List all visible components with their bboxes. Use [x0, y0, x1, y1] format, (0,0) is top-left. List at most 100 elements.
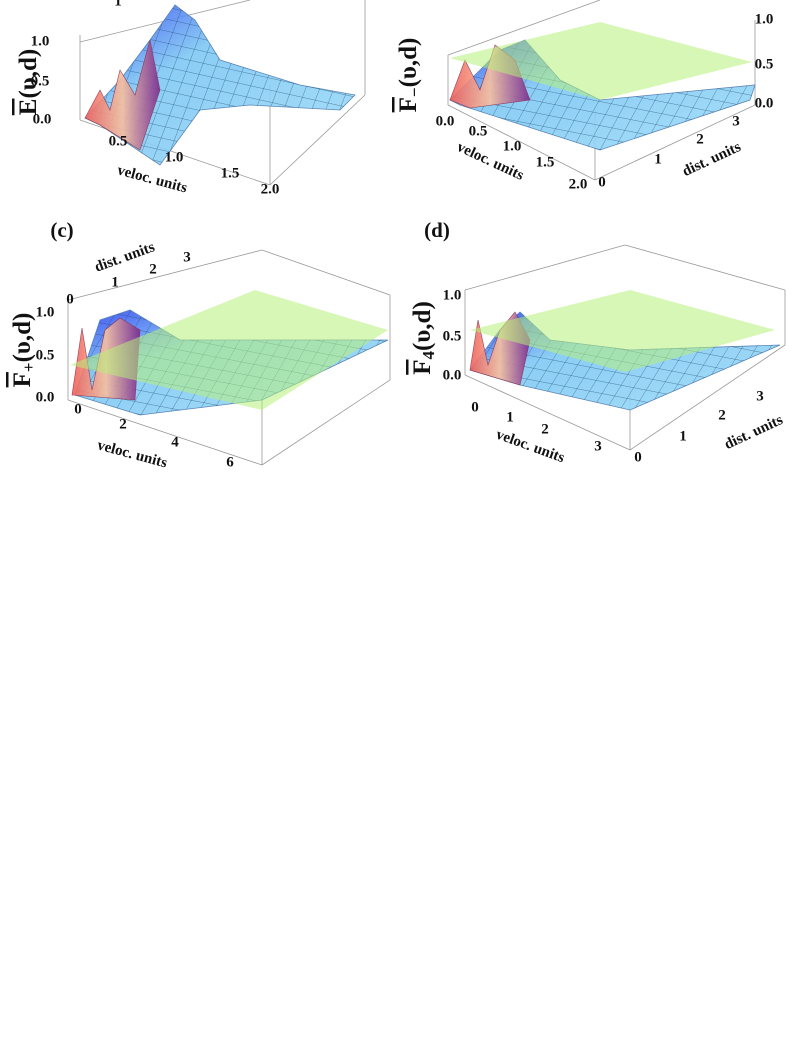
- tick: 2: [541, 421, 549, 437]
- axis-label: dist. units: [93, 239, 157, 275]
- tick: 1.0: [443, 287, 462, 303]
- surface-plot: [447, 0, 810, 181]
- mesh-line: [782, 40, 810, 150]
- y-axis-label: E(υ,d): [15, 49, 42, 115]
- axis-label: dist. units: [722, 412, 786, 453]
- mesh-line: [450, 0, 755, 24]
- panel-label: (c): [50, 218, 73, 242]
- y-label-symbol: F: [9, 372, 36, 387]
- y-label-args: (υ,d): [409, 301, 436, 351]
- mesh-line: [85, 5, 355, 26]
- mesh-line: [85, 5, 355, 14]
- surface-mesh: [85, 0, 355, 165]
- tick: 1: [111, 274, 119, 290]
- tick: 3: [183, 249, 191, 265]
- tick: 0: [66, 291, 74, 307]
- mesh-line: [75, 389, 388, 415]
- box-edge: [624, 244, 786, 291]
- mesh-line: [304, 5, 355, 165]
- tick: 2: [119, 416, 127, 432]
- surface-plot: [79, 0, 366, 186]
- tick: 2: [149, 261, 157, 277]
- box-edge: [67, 399, 263, 466]
- surface: [84, 4, 356, 166]
- tick: 3: [594, 438, 602, 454]
- y-label-symbol: F: [409, 360, 436, 375]
- reference-plane: [470, 290, 775, 372]
- reference-plane: [450, 22, 752, 100]
- tick: 0.0: [443, 367, 462, 383]
- mesh-line: [318, 5, 355, 165]
- tick: 1.0: [165, 149, 184, 165]
- tick: 0.5: [36, 347, 55, 363]
- y-label-symbol: E: [15, 99, 42, 116]
- tick: 1.5: [221, 165, 240, 181]
- box-edge: [464, 374, 631, 451]
- tick: 2: [696, 131, 704, 147]
- tick: 3: [732, 113, 740, 129]
- y-label-subscript: −: [405, 87, 424, 97]
- y-label-subscript: 4: [419, 351, 438, 360]
- tick: 1.0: [755, 11, 774, 27]
- y-label-symbol: F: [395, 97, 422, 112]
- axis-label: veloc. units: [95, 437, 169, 471]
- y-axis-label: F4(υ,d): [409, 301, 438, 375]
- reference-plane: [70, 290, 388, 410]
- mesh-line: [788, 312, 810, 410]
- mesh-line: [85, 5, 355, 38]
- tick: 1: [654, 151, 662, 167]
- tick: 0.5: [109, 133, 128, 149]
- tick: 2: [718, 407, 726, 423]
- tick: 0.5: [443, 328, 462, 344]
- tick: 0.0: [755, 95, 774, 111]
- tick: 1: [114, 0, 122, 9]
- mesh-line: [470, 212, 780, 272]
- tick: 1.0: [31, 33, 50, 49]
- box-edge: [447, 0, 601, 56]
- tick: 0: [634, 449, 642, 465]
- y-axis-label: F−(υ,d): [395, 38, 424, 113]
- tick: 0: [74, 401, 82, 417]
- axis-label: veloc. units: [494, 427, 567, 467]
- box-edge: [464, 244, 626, 291]
- box-edge: [447, 104, 596, 181]
- mesh-line: [332, 5, 355, 165]
- mesh-line: [85, 0, 355, 1]
- tick: 1.0: [503, 138, 522, 154]
- y-label-args: (υ,d): [15, 49, 42, 99]
- axis-label: dist. units: [680, 139, 744, 180]
- y-axis-label: F+(υ,d): [9, 313, 38, 388]
- tick: 0.5: [31, 73, 50, 89]
- tick: 6: [226, 454, 234, 470]
- y-label-args: (υ,d): [395, 38, 422, 88]
- tick: 0: [598, 174, 606, 190]
- tick: 0.0: [436, 113, 455, 129]
- y-label-subscript: +: [19, 362, 38, 372]
- mesh-line: [768, 40, 810, 150]
- tick: 1.5: [536, 154, 555, 170]
- box-edge: [261, 379, 391, 466]
- mesh-line: [136, 5, 198, 165]
- y-label-args: (υ,d): [9, 313, 36, 363]
- tick: 3: [756, 388, 764, 404]
- mesh-line: [470, 224, 780, 284]
- box-edge: [67, 249, 263, 301]
- tick: 1: [506, 409, 514, 425]
- mesh-line: [450, 0, 755, 12]
- tick: 0.5: [469, 123, 488, 139]
- axis-label: veloc. units: [115, 162, 189, 196]
- mesh-line: [450, 107, 755, 150]
- tick: 0.5: [755, 56, 774, 72]
- tick: 0: [471, 399, 479, 415]
- tick: 0.0: [36, 389, 55, 405]
- mesh-line: [802, 312, 810, 410]
- box-edge: [594, 104, 756, 181]
- tick: 2.0: [261, 181, 280, 197]
- mesh-line: [150, 5, 212, 165]
- tick: 4: [171, 434, 179, 450]
- tick: 1: [679, 428, 687, 444]
- box-edge: [629, 344, 786, 451]
- box-edge: [261, 249, 391, 296]
